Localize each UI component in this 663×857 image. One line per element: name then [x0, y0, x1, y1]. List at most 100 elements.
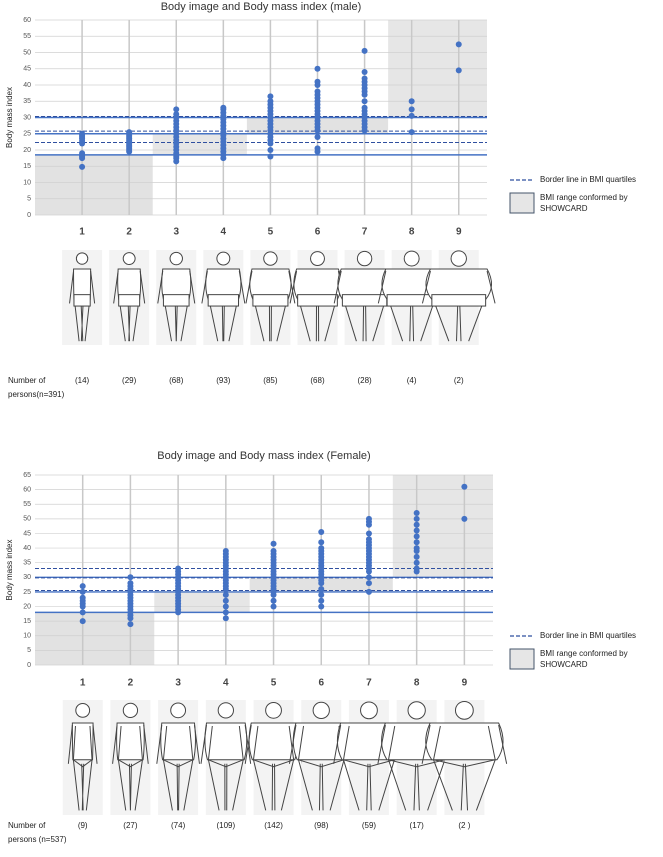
figure-shorts [207, 294, 239, 307]
data-point [79, 609, 86, 616]
body-figure [201, 250, 246, 345]
figure-torso [425, 722, 504, 761]
figure-head [263, 251, 278, 266]
figure-legs [387, 299, 436, 342]
person-count: (17) [410, 821, 425, 830]
body-figure [62, 700, 103, 815]
person-count: (2 ) [458, 821, 470, 830]
y-tick-label: 25 [23, 589, 31, 596]
figure-swimsuit [207, 725, 244, 768]
figure-head [360, 701, 378, 720]
figure-shorts [386, 294, 437, 307]
figure-legs [118, 299, 140, 342]
person-count: (68) [169, 376, 184, 385]
figure-shorts [162, 294, 190, 307]
figure-head [122, 252, 136, 265]
figure-head [217, 702, 234, 719]
data-point [79, 618, 86, 625]
person-count: (68) [310, 376, 325, 385]
figure-legs [432, 299, 485, 342]
body-figure [421, 700, 508, 815]
data-point [127, 621, 134, 628]
data-point [173, 111, 180, 118]
x-tick-label: 5 [271, 678, 277, 689]
x-tick-label: 7 [362, 227, 368, 238]
figure-head [122, 702, 139, 718]
x-tick-label: 1 [80, 678, 86, 689]
figure-arms [113, 270, 146, 304]
y-tick-label: 50 [23, 49, 31, 56]
data-point [361, 69, 368, 75]
body-figure [333, 250, 396, 345]
figure-arms [201, 270, 246, 304]
figure-swimsuit [72, 725, 93, 768]
data-point [365, 536, 372, 543]
figure-head [310, 251, 325, 266]
data-point [408, 112, 415, 119]
figure-legs [388, 759, 446, 811]
figure-legs [72, 759, 93, 811]
data-point [222, 615, 229, 622]
figure-arms [157, 270, 196, 304]
data-point [318, 603, 325, 610]
x-tick-label: 3 [173, 227, 179, 238]
data-point [365, 515, 372, 522]
figure-legs [253, 299, 288, 342]
person-count: (98) [314, 821, 329, 830]
data-point [461, 515, 468, 522]
person-count: (74) [171, 821, 186, 830]
y-tick-label: 20 [23, 603, 31, 610]
y-axis-label: Body mass index [5, 87, 14, 148]
x-tick-label: 6 [318, 678, 324, 689]
person-count: (93) [216, 376, 231, 385]
body-figure [289, 250, 346, 345]
body-figure [156, 250, 197, 345]
data-point [361, 47, 368, 54]
figure-head [75, 252, 89, 265]
y-tick-label: 40 [23, 545, 31, 552]
data-point [361, 98, 368, 105]
body-figure [110, 700, 151, 815]
legend-label: Border line in BMI quartiles [540, 175, 636, 184]
y-tick-label: 60 [23, 486, 31, 493]
person-count: (2) [454, 376, 464, 385]
showcard-range [35, 154, 153, 215]
data-point [270, 540, 277, 547]
figure-legs [163, 299, 189, 342]
x-tick-label: 1 [79, 227, 85, 238]
y-tick-label: 35 [23, 560, 31, 567]
figure-shorts [297, 294, 338, 307]
y-tick-label: 5 [27, 196, 31, 203]
data-point [222, 597, 229, 604]
y-tick-label: 50 [23, 516, 31, 523]
figure-head [265, 701, 282, 719]
chart-title: Body image and Body mass index (Female) [157, 450, 370, 462]
data-point [413, 553, 420, 560]
legend-label: BMI range conformed by [540, 649, 628, 658]
data-point [455, 41, 462, 48]
person-count: (85) [263, 376, 278, 385]
data-point [413, 545, 420, 552]
data-point [175, 565, 182, 572]
figure-legs [208, 299, 239, 342]
figure-legs [117, 759, 143, 811]
figure-head [75, 702, 91, 718]
figure-legs [252, 759, 295, 811]
data-point [79, 150, 86, 157]
data-point [270, 548, 277, 554]
legend-box [509, 192, 535, 214]
data-point [361, 75, 368, 82]
y-tick-label: 65 [23, 472, 31, 479]
figure-legs [73, 299, 91, 342]
data-point [267, 153, 274, 160]
data-point [365, 580, 372, 587]
y-tick-label: 45 [23, 530, 31, 537]
x-tick-label: 8 [414, 678, 420, 689]
figure-head [312, 701, 330, 719]
y-tick-label: 5 [27, 647, 31, 654]
x-tick-label: 8 [409, 227, 415, 238]
x-tick-label: 7 [366, 678, 372, 689]
figure-legs [162, 759, 194, 811]
y-axis-label: Body mass index [5, 540, 14, 601]
figure-torso [71, 722, 94, 761]
